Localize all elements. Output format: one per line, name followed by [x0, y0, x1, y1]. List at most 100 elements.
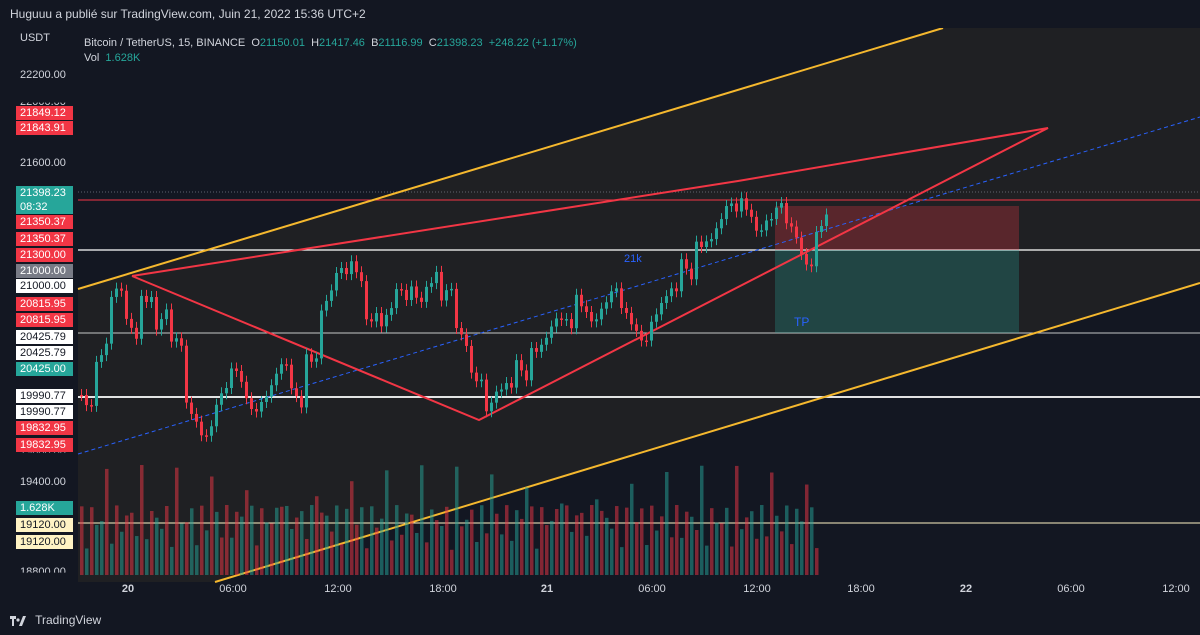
candle-body: [195, 413, 198, 422]
volume-bar: [315, 496, 319, 575]
volume-bar: [590, 505, 594, 575]
candle-body: [610, 291, 613, 303]
volume-bar: [650, 505, 654, 575]
candle-body: [790, 223, 793, 227]
candle-body: [155, 297, 158, 330]
volume-bar: [465, 519, 469, 575]
candle-body: [555, 318, 558, 327]
candle-body: [115, 288, 118, 297]
footer-brand[interactable]: TradingView: [35, 613, 102, 627]
volume-bar: [645, 545, 649, 575]
volume-bar: [255, 545, 259, 575]
candle-body: [145, 295, 148, 302]
price-tag: 21398.23: [16, 186, 73, 200]
volume-bar: [130, 512, 134, 575]
candle-body: [105, 343, 108, 356]
volume-bar: [495, 513, 499, 575]
volume-bar: [710, 508, 714, 575]
candle-body: [505, 383, 508, 390]
candle-body: [605, 302, 608, 309]
volume-bar: [125, 515, 129, 575]
candle-body: [355, 261, 358, 273]
volume-bar: [745, 517, 749, 575]
candle-body: [100, 355, 103, 362]
volume-bar: [760, 505, 764, 575]
volume-bar: [375, 527, 379, 575]
candle-body: [280, 364, 283, 374]
candle-body: [585, 306, 588, 312]
price-tag: 19990.77: [16, 389, 73, 403]
open-value: 21150.01: [259, 37, 305, 49]
candle-body: [315, 358, 318, 362]
candle-body: [625, 308, 628, 313]
volume-bar: [105, 468, 109, 575]
candle-body: [140, 295, 143, 339]
volume-bar: [280, 506, 284, 575]
volume-bar: [720, 523, 724, 575]
candle-body: [120, 288, 123, 291]
x-label-day-20: 20: [121, 583, 135, 595]
volume-bar: [595, 499, 599, 575]
volume-bar: [805, 484, 809, 575]
price-tag: 08:32: [16, 200, 73, 214]
volume-bar: [565, 505, 569, 575]
candle-body: [515, 360, 518, 388]
price-tag: 21300.00: [16, 248, 73, 262]
volume-bar: [770, 472, 774, 575]
x-label-0600-c: 06:00: [1057, 583, 1085, 595]
candle-body: [455, 288, 458, 329]
candle-body: [360, 272, 363, 282]
annotation-tp[interactable]: TP: [794, 315, 810, 329]
volume-bar: [350, 481, 354, 575]
price-tag: 19120.00: [16, 535, 73, 549]
volume-bar: [500, 534, 504, 575]
candle-body: [510, 383, 513, 388]
volume-bar: [575, 515, 579, 575]
candle-body: [780, 203, 783, 208]
candle-body: [385, 314, 388, 327]
volume-bar: [415, 532, 419, 575]
volume-bar: [635, 522, 639, 575]
high-key: H: [311, 37, 320, 49]
volume-bar: [215, 511, 219, 575]
volume-bar: [370, 506, 374, 575]
candle-body: [615, 288, 618, 292]
candle-body: [805, 254, 808, 265]
volume-bar: [790, 544, 794, 575]
price-tag: 20815.95: [16, 313, 73, 327]
price-tag: 21350.37: [16, 232, 73, 246]
volume-bar: [365, 548, 369, 575]
volume-bar: [490, 474, 494, 575]
candle-body: [130, 318, 133, 328]
candle-body: [735, 203, 738, 212]
candle-body: [710, 239, 713, 242]
volume-bar: [535, 548, 539, 575]
annotation-21k[interactable]: 21k: [624, 253, 642, 265]
candle-body: [635, 324, 638, 331]
price-tag: 21000.00: [16, 279, 73, 293]
candle-body: [225, 388, 228, 394]
currency-unit: USDT: [20, 32, 50, 44]
candle-body: [150, 297, 153, 302]
chart-area[interactable]: [0, 28, 1200, 610]
stop-loss-zone: [775, 206, 1019, 250]
volume-bar: [320, 512, 324, 575]
price-tag: 19832.95: [16, 438, 73, 452]
candle-body: [325, 300, 328, 311]
volume-bar: [775, 515, 779, 575]
candle-body: [765, 220, 768, 231]
volume-bar: [555, 508, 559, 575]
candle-body: [450, 288, 453, 291]
candle-body: [135, 327, 138, 339]
candle-body: [400, 289, 403, 291]
candle-body: [690, 268, 693, 280]
candle-body: [660, 302, 663, 315]
volume-bar: [510, 540, 514, 575]
price-chart[interactable]: [0, 28, 1200, 610]
volume-bar: [100, 521, 104, 575]
volume-bar: [515, 510, 519, 575]
symbol-name[interactable]: Bitcoin / TetherUS, 15, BINANCE: [84, 37, 246, 49]
candle-body: [370, 319, 373, 322]
candle-body: [640, 330, 643, 341]
candle-body: [810, 264, 813, 267]
